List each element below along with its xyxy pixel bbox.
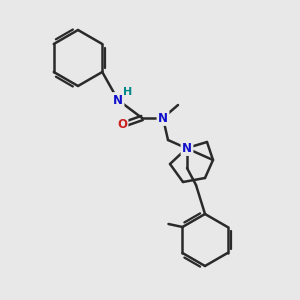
Text: N: N bbox=[113, 94, 123, 106]
Text: N: N bbox=[158, 112, 168, 124]
Text: H: H bbox=[123, 87, 133, 97]
Text: N: N bbox=[182, 142, 192, 154]
Text: O: O bbox=[117, 118, 127, 131]
